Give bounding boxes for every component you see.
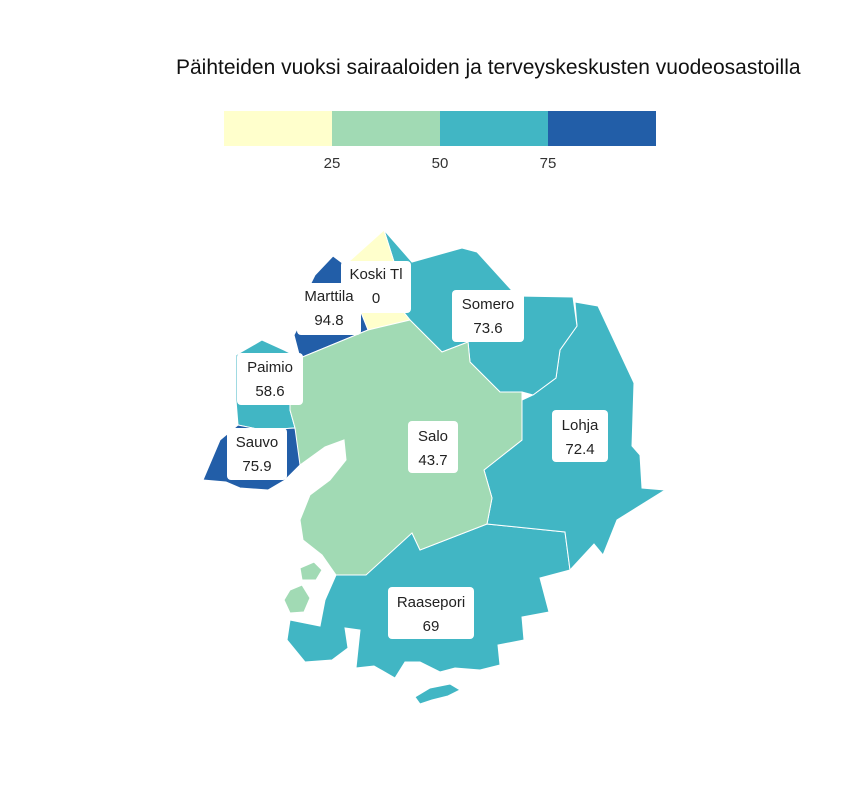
label-value: 0 <box>372 290 380 307</box>
label-name: Koski Tl <box>349 266 402 283</box>
map-title: Päihteiden vuoksi sairaaloiden ja tervey… <box>176 56 801 79</box>
label-value: 75.9 <box>242 458 271 475</box>
legend-swatch-3 <box>440 111 548 146</box>
legend-tick-75: 75 <box>539 155 557 172</box>
legend-tick-25: 25 <box>323 155 341 172</box>
region-salo[interactable] <box>289 319 523 576</box>
legend-swatch-2 <box>332 111 440 146</box>
region-raasepori-island[interactable] <box>414 683 462 705</box>
label-name: Sauvo <box>236 434 279 451</box>
label-name: Raasepori <box>397 594 465 611</box>
region-salo-island-1[interactable] <box>299 561 323 581</box>
label-value: 69 <box>423 618 440 635</box>
label-name: Salo <box>418 428 448 445</box>
label-value: 58.6 <box>255 383 284 400</box>
label-name: Somero <box>462 296 515 313</box>
legend-swatch-4 <box>548 111 656 146</box>
region-salo-island-2[interactable] <box>283 584 311 614</box>
label-somero: Somero 73.6 <box>452 290 524 342</box>
label-value: 73.6 <box>473 320 502 337</box>
label-name: Marttila <box>304 288 354 305</box>
label-salo: Salo 43.7 <box>408 421 458 473</box>
label-value: 72.4 <box>565 441 594 458</box>
label-raasepori: Raasepori 69 <box>388 587 474 639</box>
legend-tick-50: 50 <box>431 155 449 172</box>
label-lohja: Lohja 72.4 <box>552 410 608 462</box>
label-paimio: Paimio 58.6 <box>237 353 303 405</box>
color-legend <box>224 111 656 146</box>
label-marttila: Marttila 94.8 <box>297 283 361 335</box>
label-value: 43.7 <box>418 452 447 469</box>
label-name: Paimio <box>247 359 293 376</box>
label-sauvo: Sauvo 75.9 <box>227 428 287 480</box>
label-value: 94.8 <box>314 312 343 329</box>
legend-swatch-1 <box>224 111 332 146</box>
label-name: Lohja <box>562 417 599 434</box>
